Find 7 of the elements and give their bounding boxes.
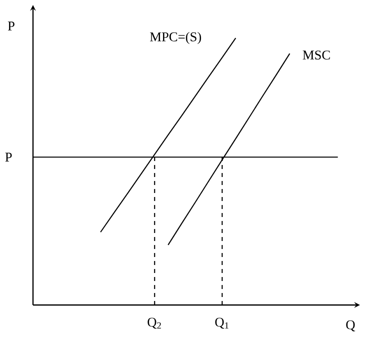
series-label: MSC (302, 50, 330, 60)
x-axis-title: Q (346, 320, 356, 332)
ref-line-label: P (5, 152, 12, 162)
x-tick-label: Q$_{1}$ (215, 318, 228, 329)
series-label: MPC=(S) (150, 32, 202, 44)
x-tick-label: Q$_{2}$ (148, 318, 161, 329)
y-axis-title: P (8, 22, 14, 30)
